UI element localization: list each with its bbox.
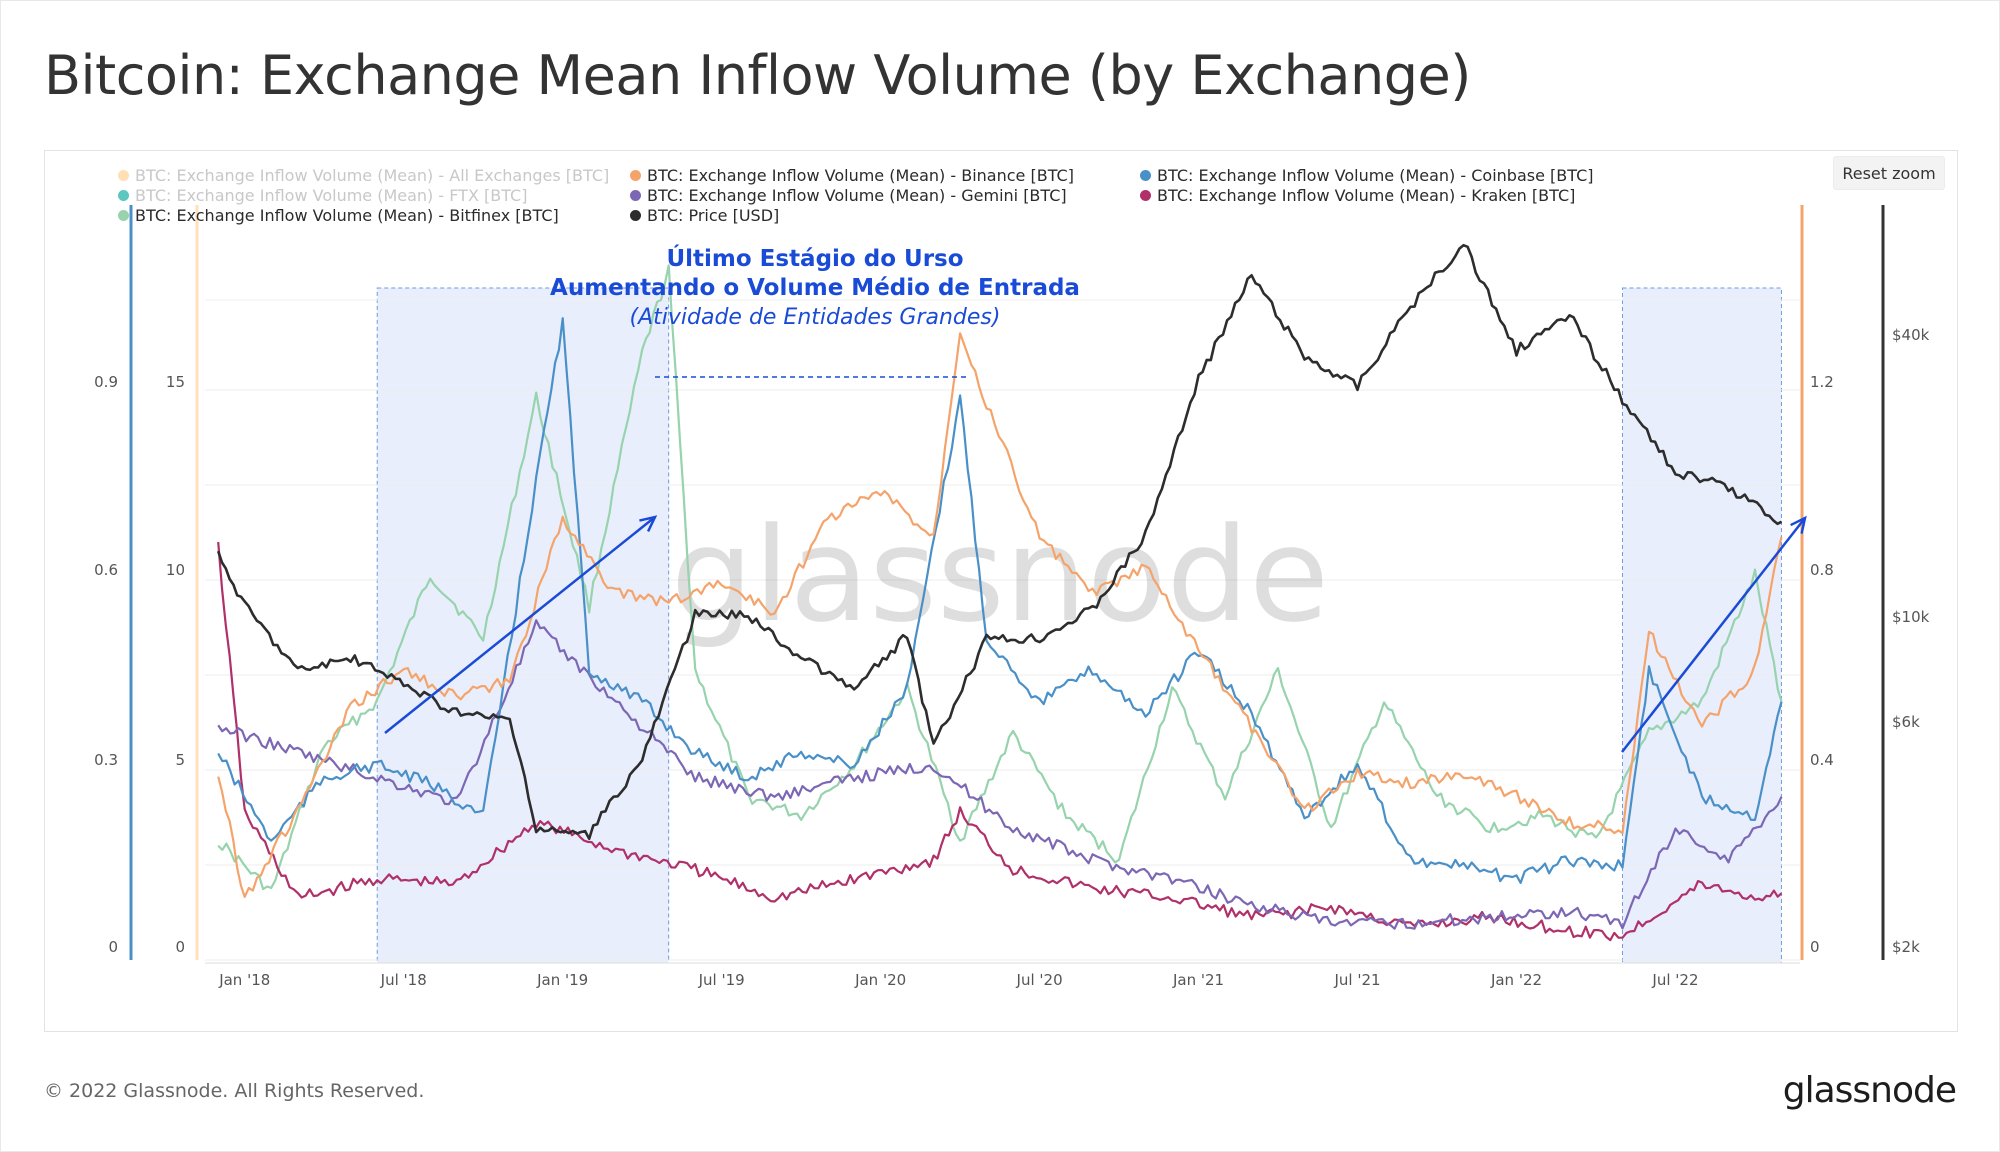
y-tick-left_outer-2: 0.6 [94,561,118,579]
legend-label: BTC: Exchange Inflow Volume (Mean) - Bit… [135,206,559,225]
y-tick-left_outer-3: 0.9 [94,373,118,391]
series-line-bitfinex [217,264,1783,891]
y-tick-right_inner-3: 1.2 [1810,373,1834,391]
legend-label: BTC: Exchange Inflow Volume (Mean) - Bin… [647,166,1074,185]
reset-zoom-button[interactable]: Reset zoom [1833,156,1945,190]
legend-label: BTC: Exchange Inflow Volume (Mean) - FTX… [135,186,528,205]
legend-dot-icon [630,190,641,201]
chart-legend: BTC: Exchange Inflow Volume (Mean) - All… [118,166,1638,228]
legend-label: BTC: Exchange Inflow Volume (Mean) - Kra… [1157,186,1576,205]
series-line-coinbase [217,317,1783,884]
legend-item-2[interactable]: BTC: Exchange Inflow Volume (Mean) - Coi… [1140,166,1593,185]
y-tick-right_outer-2: $10k [1892,608,1930,626]
trend-arrow-left [384,516,656,734]
y-tick-right_inner-1: 0.4 [1810,751,1834,769]
y-tick-left_inner-0: 0 [175,938,185,956]
y-tick-right_outer-1: $6k [1892,713,1920,731]
footer-logo[interactable]: glassnode [1782,1070,1957,1111]
highlight-region-0 [376,287,670,964]
watermark: glassnode [671,499,1329,651]
series-line-binance [217,332,1783,898]
footer-copyright: © 2022 Glassnode. All Rights Reserved. [44,1080,425,1102]
x-tick-4: Jan '20 [854,971,906,989]
legend-label: BTC: Exchange Inflow Volume (Mean) - Gem… [647,186,1067,205]
legend-label: BTC: Price [USD] [647,206,780,225]
chart-annotation: Último Estágio do Urso Aumentando o Volu… [540,245,1090,332]
x-tick-3: Jul '19 [698,971,745,989]
legend-dot-icon [1140,190,1151,201]
legend-dot-icon [118,170,129,181]
series-line-price [216,243,1783,841]
y-tick-left_outer-1: 0.3 [94,751,118,769]
x-tick-8: Jan '22 [1490,971,1542,989]
y-tick-right_inner-0: 0 [1810,938,1820,956]
trend-arrow-right [1621,517,1806,753]
x-tick-9: Jul '22 [1651,971,1698,989]
x-tick-7: Jul '21 [1333,971,1380,989]
series-line-gemini [217,619,1783,930]
y-tick-left_inner-3: 15 [166,373,185,391]
annotation-line-2: Aumentando o Volume Médio de Entrada [550,275,1080,301]
x-tick-6: Jan '21 [1172,971,1224,989]
series-line-kraken [217,541,1783,942]
y-tick-left_outer-0: 0 [108,938,118,956]
legend-dot-icon [1140,170,1151,181]
chart-container[interactable] [44,150,1958,1032]
legend-dot-icon [630,210,641,221]
x-tick-2: Jan '19 [536,971,588,989]
y-tick-left_inner-1: 5 [175,751,185,769]
legend-dot-icon [118,210,129,221]
legend-dot-icon [630,170,641,181]
trend-arrow-left-head [639,515,658,532]
trend-arrow-right-head [1790,515,1807,534]
annotation-line-1: Último Estágio do Urso [666,246,964,272]
legend-item-5[interactable]: BTC: Exchange Inflow Volume (Mean) - Kra… [1140,186,1575,205]
highlight-region-1 [1621,287,1782,964]
y-tick-right_outer-0: $2k [1892,938,1920,956]
legend-item-1[interactable]: BTC: Exchange Inflow Volume (Mean) - Bin… [630,166,1074,185]
x-tick-5: Jul '20 [1016,971,1063,989]
legend-item-3[interactable]: BTC: Exchange Inflow Volume (Mean) - FTX… [118,186,527,205]
legend-item-6[interactable]: BTC: Exchange Inflow Volume (Mean) - Bit… [118,206,559,225]
y-tick-right_inner-2: 0.8 [1810,561,1834,579]
legend-item-4[interactable]: BTC: Exchange Inflow Volume (Mean) - Gem… [630,186,1067,205]
y-tick-left_inner-2: 10 [166,561,185,579]
page-title: Bitcoin: Exchange Mean Inflow Volume (by… [44,44,1471,107]
legend-label: BTC: Exchange Inflow Volume (Mean) - All… [135,166,610,185]
annotation-line-3: (Atividade de Entidades Grandes) [629,305,1001,330]
x-tick-0: Jan '18 [218,971,270,989]
y-tick-right_outer-3: $40k [1892,326,1930,344]
legend-dot-icon [118,190,129,201]
x-tick-1: Jul '18 [380,971,427,989]
legend-item-0[interactable]: BTC: Exchange Inflow Volume (Mean) - All… [118,166,609,185]
legend-item-7[interactable]: BTC: Price [USD] [630,206,779,225]
legend-label: BTC: Exchange Inflow Volume (Mean) - Coi… [1157,166,1594,185]
